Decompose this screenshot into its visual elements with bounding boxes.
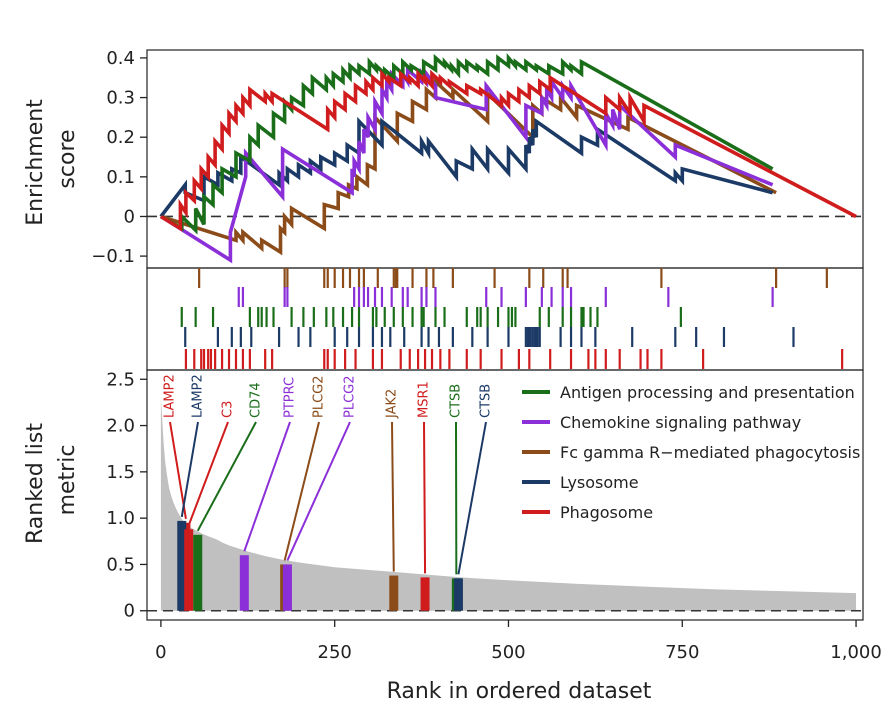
gene-label-6: PLCG2: [343, 375, 358, 418]
gene-connector-4: [243, 421, 291, 552]
gene-connector-3: [196, 421, 257, 532]
metric-ytick-label-2: 1.0: [106, 508, 135, 529]
gene-connector-7: [391, 421, 395, 572]
gene-label-4: PTPRC: [283, 377, 298, 418]
gene-label-2: C3: [221, 401, 236, 418]
gene-connector-6: [286, 421, 351, 561]
gene-label-0: LAMP2: [163, 374, 178, 418]
gene-bar-6: [282, 564, 292, 611]
metric-ytick-label-5: 2.5: [106, 369, 135, 390]
es-line-series-0: [160, 53, 774, 235]
metric-ytick-label-3: 1.5: [106, 462, 135, 483]
es-ytick-label-0: −0.1: [91, 246, 135, 267]
legend-label-1: Chemokine signaling pathway: [560, 413, 801, 432]
gene-bar-1: [177, 520, 187, 611]
metric-y-axis-label: Ranked list metric: [23, 416, 80, 544]
gene-label-8: MSR1: [417, 381, 432, 418]
gene-connector-10: [457, 421, 487, 575]
xtick-label-0: 0: [155, 642, 166, 663]
metric-ytick-label-4: 2.0: [106, 416, 135, 437]
gene-label-10: CTSB: [479, 384, 494, 418]
axes: −0.1 0 0.1 0.2 0.3 0.4 0 0.5 1.0 1.5 2.0 2.5 0 250 500…: [91, 48, 882, 663]
metric-y-axis-label-line1: Ranked list: [23, 423, 48, 544]
ticks-panel-frame: [146, 267, 864, 371]
xtick-label-4: 1,000: [830, 642, 882, 663]
gene-bar-3: [193, 534, 203, 611]
ranked-metric-area: [160, 397, 857, 611]
es-line-series-4: [159, 69, 857, 232]
es-ytick-label-1: 0: [124, 206, 135, 227]
gene-bar-4: [239, 555, 249, 611]
es-ytick-label-5: 0.4: [106, 48, 135, 69]
legend-label-0: Antigen processing and presentation: [560, 383, 855, 402]
gene-label-9: CTSB: [449, 384, 464, 418]
legend-label-2: Fc gamma R−mediated phagocytosis: [560, 443, 860, 462]
gene-connector-1: [180, 421, 199, 518]
legend-label-3: Lysosome: [560, 473, 639, 492]
gene-label-5: PLCG2: [312, 375, 327, 418]
es-y-axis-label: Enrichment score: [23, 92, 80, 226]
x-axis-label: Rank in ordered dataset: [387, 679, 652, 704]
enrichment-score-panel: [147, 53, 863, 264]
gene-bar-8: [420, 577, 430, 611]
xtick-label-2: 500: [491, 642, 525, 663]
es-ytick-label-2: 0.1: [106, 167, 135, 188]
es-ytick-label-3: 0.2: [106, 127, 135, 148]
gene-label-1: LAMP2: [191, 374, 206, 418]
gene-connector-8: [423, 421, 427, 574]
xtick-label-1: 250: [318, 642, 352, 663]
es-line-series-3: [159, 116, 774, 218]
es-y-axis-label-line2: score: [55, 129, 80, 188]
legend-label-4: Phagosome: [560, 503, 653, 522]
metric-panel-frame: [146, 369, 864, 621]
es-ytick-label-4: 0.3: [106, 88, 135, 109]
metric-ytick-label-0: 0: [124, 601, 135, 622]
gene-connector-5: [283, 421, 320, 561]
gene-bar-2: [184, 529, 194, 611]
gene-label-7: JAK2: [385, 389, 400, 419]
ranked-metric-panel: LAMP2 LAMP2 C3 CD74 PTPRC PLCG2 PLCG2 JAK2 MSR1 C…: [147, 374, 863, 612]
metric-y-axis-label-line2: metric: [55, 445, 80, 516]
gene-bar-10: [453, 578, 463, 611]
metric-ytick-label-1: 0.5: [106, 554, 135, 575]
gene-label-3: CD74: [249, 382, 264, 418]
legend: Antigen processing and presentation Chemo…: [522, 383, 860, 522]
gene-connector-2: [187, 421, 229, 526]
hit-ticks-panel: [180, 268, 844, 369]
xtick-label-3: 750: [665, 642, 699, 663]
gene-bar-7: [389, 575, 399, 611]
es-y-axis-label-line1: Enrichment: [23, 99, 48, 226]
